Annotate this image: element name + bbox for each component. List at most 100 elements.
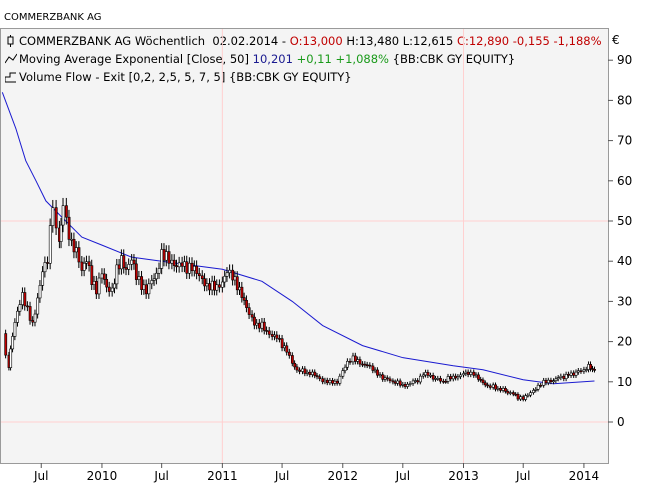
candle-body	[132, 259, 136, 265]
candle-body	[552, 380, 556, 383]
candle-body	[464, 371, 468, 374]
app-title: COMMERZBANK AG	[4, 12, 102, 23]
candle-body	[331, 380, 335, 384]
candle-body	[577, 370, 580, 373]
y-tick-label: 90	[617, 53, 632, 67]
candle-body	[117, 264, 121, 270]
candle-body	[258, 322, 261, 329]
candle-body	[253, 316, 256, 326]
candle-body	[414, 380, 417, 382]
candle-body	[233, 276, 237, 281]
candle-body	[383, 377, 387, 380]
candle-body	[205, 283, 209, 287]
candle-body	[180, 262, 184, 267]
candle-body	[36, 297, 40, 315]
candle-body	[290, 355, 294, 364]
candle-body	[376, 369, 379, 376]
candle-body	[77, 247, 81, 263]
candle-body	[474, 374, 478, 377]
candle-body	[308, 371, 312, 375]
candle-body	[288, 351, 291, 356]
candle-body	[265, 330, 269, 332]
candle-body	[318, 376, 322, 379]
candle-body	[262, 321, 266, 331]
candle-body	[396, 380, 400, 384]
candle-body	[562, 375, 566, 379]
candle-body	[172, 259, 176, 266]
candle-body	[28, 306, 32, 321]
candle-body	[67, 216, 71, 240]
candle-body	[80, 261, 84, 271]
x-tick-label: Jul	[395, 469, 410, 483]
candle-body	[449, 376, 453, 380]
candle-body	[197, 273, 201, 277]
y-tick-label: 50	[617, 214, 632, 228]
candle-body	[351, 355, 355, 363]
candle-body	[170, 259, 174, 264]
candle-body	[356, 359, 360, 362]
legend-ema-ticker: {BB:CBK GY EQUITY}	[392, 52, 516, 66]
legend-price-close: C:12,890	[456, 34, 510, 48]
candle-body	[549, 379, 553, 383]
candle-body	[137, 276, 141, 280]
candle-body	[303, 368, 307, 374]
legend-price-high: H:13,480	[346, 34, 400, 48]
candle-body	[231, 269, 235, 281]
legend-price-low: L:12,615	[402, 34, 454, 48]
candle-body	[496, 387, 500, 390]
candle-body	[280, 338, 284, 349]
candle-body	[238, 286, 242, 291]
candle-body	[203, 278, 207, 287]
line-icon	[4, 51, 19, 66]
candle-body	[483, 382, 487, 386]
candle-body	[107, 286, 111, 292]
candle-body	[85, 261, 88, 264]
candle-body	[134, 263, 138, 280]
candle-body	[506, 391, 510, 394]
candle-body	[74, 247, 78, 253]
legend-ema-change: +0,11	[296, 52, 332, 66]
candle-body	[567, 374, 570, 376]
candle-body	[348, 361, 352, 363]
candle-body	[18, 304, 22, 312]
candle-body	[418, 375, 422, 383]
candle-body	[223, 275, 227, 283]
candle-body	[9, 348, 13, 368]
candle-body	[110, 287, 114, 292]
candle-body	[341, 370, 345, 377]
candle-body	[142, 284, 146, 290]
candle-body	[51, 207, 55, 226]
candle-body	[70, 238, 74, 241]
candle-body	[120, 255, 123, 270]
candle-body	[152, 278, 156, 281]
candle-body	[82, 262, 86, 271]
candle-body	[247, 307, 251, 315]
legend-ema-value: 10,201	[252, 52, 293, 66]
candle-body	[293, 362, 297, 368]
candle-body	[488, 385, 492, 388]
candle-body	[323, 379, 327, 383]
x-tick-label: 2014	[569, 469, 600, 483]
legend-price-change-pct: -1,188%	[553, 34, 602, 48]
candle-body	[295, 366, 299, 371]
candlestick-icon	[5, 33, 19, 48]
candle-body	[315, 375, 319, 378]
candle-body	[439, 378, 442, 382]
candle-body	[434, 378, 437, 380]
ema-line	[1, 92, 595, 385]
x-tick-label: 2013	[448, 469, 479, 483]
candle-body	[393, 381, 397, 384]
candle-body	[122, 255, 126, 268]
candle-body	[481, 379, 485, 384]
candle-body	[301, 368, 305, 372]
candle-body	[559, 375, 563, 378]
candle-body	[26, 305, 29, 308]
legend-ema: Moving Average Exponential [Close, 50] 1…	[4, 51, 516, 66]
candle-body	[59, 224, 63, 242]
candle-body	[283, 345, 286, 349]
candle-body	[160, 249, 164, 269]
candle-body	[451, 375, 455, 380]
legend-volume-flow: Volume Flow - Exit [0,2, 2,5, 5, 7, 5] {…	[4, 69, 352, 84]
stop-line-icon	[4, 69, 19, 84]
candle-body	[472, 371, 476, 376]
